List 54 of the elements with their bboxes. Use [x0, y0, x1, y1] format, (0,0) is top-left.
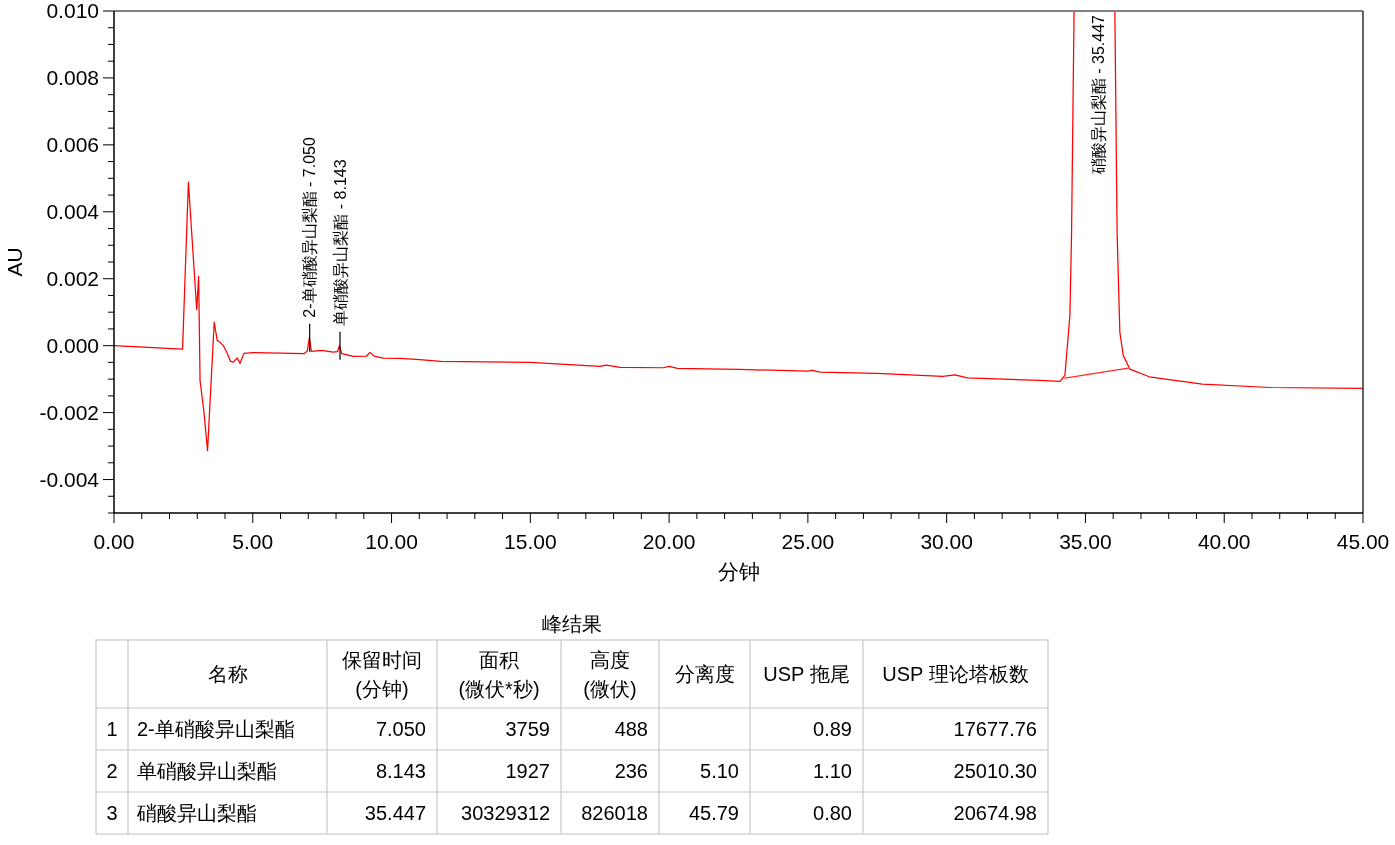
- y-tick-label: 0.010: [46, 0, 99, 22]
- text: 8.143: [375, 760, 426, 782]
- text: 25010.30: [953, 760, 1037, 782]
- y-axis-title: AU: [3, 247, 26, 277]
- y-tick-label: 0.000: [46, 333, 99, 357]
- text: 2-单硝酸异山梨酯: [137, 718, 295, 740]
- x-tick-label: 5.00: [232, 530, 274, 553]
- text: 17677.76: [953, 718, 1037, 740]
- text: 0.89: [813, 718, 852, 740]
- annotation: 单硝酸异山梨酯 - 8.143: [331, 159, 349, 326]
- y-tick-label: -0.002: [39, 400, 99, 424]
- text: 5.10: [700, 760, 739, 782]
- x-tick-label: 25.00: [781, 530, 835, 553]
- x-tick-label: 20.00: [642, 530, 696, 553]
- category-label: 分离度: [674, 663, 735, 685]
- annotation: 硝酸异山梨酯 - 35.447: [1089, 14, 1107, 176]
- category-label: 面积 (微伏*秒): [458, 648, 540, 700]
- text: 1.10: [813, 760, 852, 782]
- y-tick-label: 0.008: [46, 65, 99, 89]
- category-label: 名称: [207, 663, 248, 685]
- text: 1: [106, 718, 118, 740]
- text: 7.050: [375, 718, 426, 740]
- y-tick-label: 0.002: [46, 266, 99, 290]
- text: 826018: [581, 802, 648, 824]
- category-label: USP 理论塔板数: [882, 663, 1029, 685]
- text: 30329312: [461, 802, 550, 824]
- text: 3: [106, 802, 118, 824]
- text: 单硝酸异山梨酯: [137, 760, 277, 782]
- text: 3759: [505, 718, 550, 740]
- x-tick-label: 0.00: [93, 530, 135, 553]
- x-tick-label: 10.00: [365, 530, 418, 553]
- y-tick-label: 0.004: [46, 199, 100, 223]
- category-label: 高度 (微伏): [583, 648, 637, 700]
- text: 硝酸异山梨酯: [137, 802, 257, 824]
- y-tick-label: 0.006: [46, 132, 99, 156]
- x-tick-label: 35.00: [1059, 530, 1112, 553]
- category-label: 保留时间 (分钟): [342, 648, 422, 700]
- x-tick-label: 40.00: [1197, 530, 1251, 553]
- text: 2: [106, 760, 118, 782]
- text: 35.447: [364, 802, 426, 824]
- x-tick-label: 15.00: [504, 530, 557, 553]
- text: 峰结果: [542, 613, 602, 635]
- x-tick-label: 30.00: [920, 530, 973, 553]
- x-axis-title: 分钟: [717, 560, 760, 583]
- text: 488: [614, 718, 648, 740]
- y-tick-label: -0.004: [39, 467, 100, 491]
- text: 45.79: [688, 802, 739, 824]
- text: 236: [614, 760, 648, 782]
- text: 1927: [505, 760, 550, 782]
- text: 0.80: [813, 802, 852, 824]
- category-label: USP 拖尾: [763, 663, 850, 685]
- x-tick-label: 45.00: [1336, 530, 1390, 553]
- annotation: 2-单硝酸异山梨酯 - 7.050: [301, 137, 319, 318]
- text: 20674.98: [953, 802, 1037, 824]
